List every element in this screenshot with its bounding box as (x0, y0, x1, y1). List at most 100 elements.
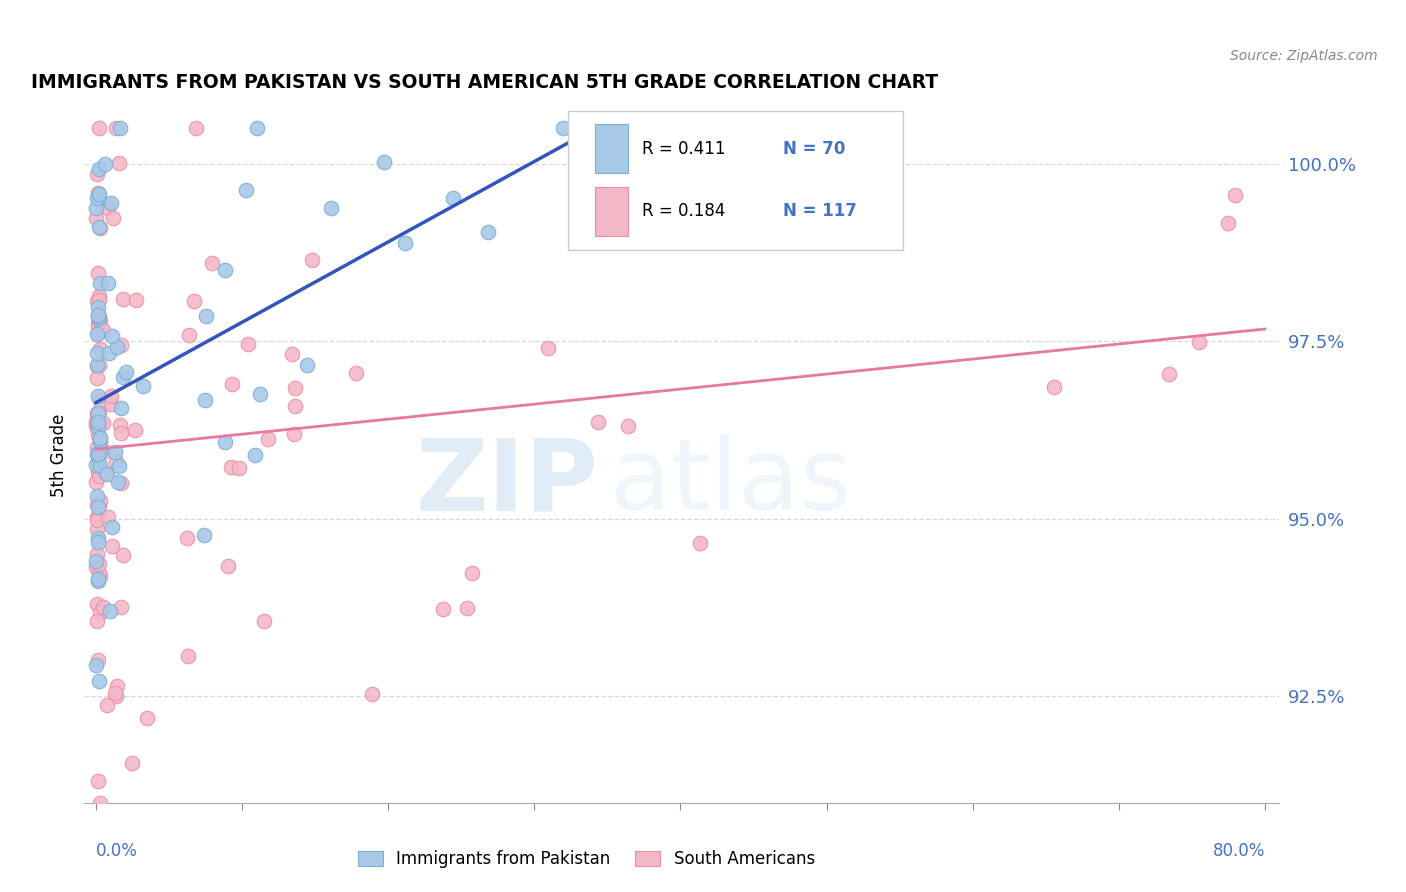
Point (283, 427, 305, 442)
Point (214, 434, 236, 449)
Point (87, 574, 110, 588)
Point (97, 201, 120, 215)
Text: 0.0%: 0.0% (96, 842, 138, 860)
Point (91, 416, 114, 430)
Point (87, 460, 110, 475)
Point (86, 406, 108, 420)
Point (132, 379, 155, 393)
FancyBboxPatch shape (568, 111, 903, 250)
Point (586, 121, 609, 136)
Point (86, 326, 108, 341)
Point (91, 323, 114, 337)
Point (689, 536, 711, 550)
Point (114, 365, 136, 379)
Point (1223, 188, 1246, 202)
Point (89, 431, 111, 445)
Point (89, 314, 111, 328)
Text: R = 0.411: R = 0.411 (643, 140, 725, 158)
Point (111, 548, 134, 562)
Point (110, 425, 132, 440)
Point (236, 337, 259, 351)
Point (432, 602, 454, 616)
Point (100, 397, 122, 411)
Point (1043, 380, 1066, 394)
Point (89, 219, 111, 234)
Point (253, 615, 276, 629)
Point (176, 648, 198, 663)
Point (121, 756, 143, 771)
Point (100, 520, 122, 534)
Point (89, 310, 111, 324)
Point (105, 340, 128, 354)
Point (86, 358, 108, 372)
Text: N = 117: N = 117 (783, 202, 858, 220)
Point (84, 211, 107, 226)
Point (360, 687, 382, 701)
Point (89, 343, 111, 357)
Point (221, 377, 243, 392)
Point (86, 411, 108, 425)
Point (183, 293, 205, 308)
Point (87, 312, 110, 326)
Point (586, 416, 609, 430)
Point (228, 461, 250, 475)
Point (86, 498, 108, 512)
Point (456, 601, 478, 615)
Point (108, 459, 131, 474)
Point (86, 294, 108, 309)
Point (87, 773, 110, 788)
Point (214, 262, 236, 277)
Point (87, 288, 110, 302)
Point (86, 315, 108, 329)
Point (108, 121, 131, 136)
Point (100, 195, 122, 210)
Point (89, 443, 111, 458)
Point (295, 359, 318, 373)
Point (87, 310, 110, 324)
Point (373, 154, 395, 169)
Point (110, 599, 132, 614)
Point (87, 326, 110, 340)
Point (89, 277, 111, 291)
Point (86, 450, 108, 464)
Point (86, 522, 108, 536)
Point (581, 121, 603, 136)
Point (87, 121, 110, 136)
Point (96, 466, 118, 480)
Y-axis label: 5th Grade: 5th Grade (51, 413, 69, 497)
Point (86, 415, 108, 429)
Point (235, 183, 257, 197)
Point (89, 162, 111, 177)
Point (1159, 367, 1181, 381)
Point (219, 460, 242, 475)
Point (243, 448, 266, 462)
Point (281, 347, 304, 361)
Point (89, 431, 111, 445)
Point (124, 423, 146, 437)
Point (86, 475, 108, 489)
Point (86, 547, 108, 561)
Point (257, 432, 280, 446)
Point (217, 559, 239, 574)
Point (461, 566, 484, 580)
Point (86, 359, 108, 373)
Point (86, 598, 108, 612)
Point (125, 293, 148, 307)
Point (301, 253, 323, 268)
Point (89, 221, 111, 235)
Point (104, 686, 127, 700)
Point (93, 444, 115, 458)
Point (87, 447, 110, 461)
Point (246, 121, 269, 136)
Point (86, 465, 108, 479)
Point (194, 392, 217, 407)
Point (89, 568, 111, 582)
Point (86, 458, 108, 472)
Text: IMMIGRANTS FROM PAKISTAN VS SOUTH AMERICAN 5TH GRADE CORRELATION CHART: IMMIGRANTS FROM PAKISTAN VS SOUTH AMERIC… (31, 72, 938, 92)
Point (110, 401, 132, 415)
Point (87, 498, 110, 512)
Point (101, 328, 124, 343)
Point (86, 447, 108, 461)
Point (86, 513, 108, 527)
Point (94, 157, 117, 171)
